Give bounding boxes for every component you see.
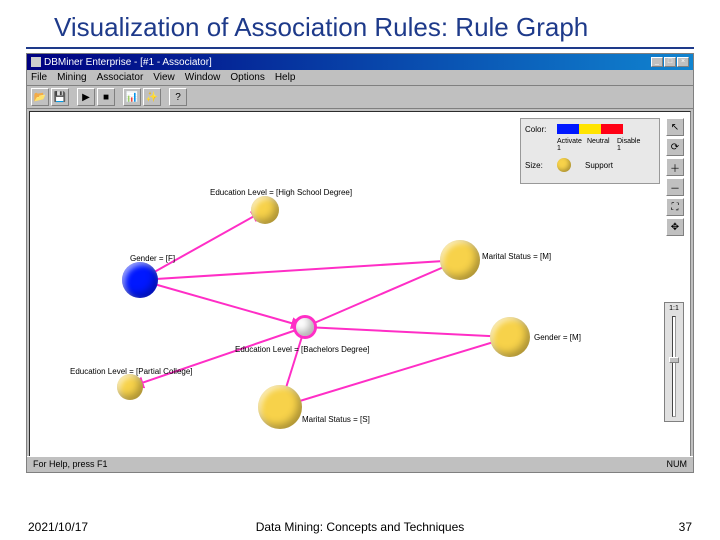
edge bbox=[130, 327, 305, 387]
node-label: Education Level = [Bachelors Degree] bbox=[235, 345, 370, 354]
status-bar: For Help, press F1 NUM bbox=[27, 456, 693, 472]
zoom-out-icon[interactable]: － bbox=[666, 178, 684, 196]
save-icon[interactable]: 💾 bbox=[51, 88, 69, 106]
rotate-icon[interactable]: ⟳ bbox=[666, 138, 684, 156]
node-marital_s[interactable] bbox=[258, 385, 302, 429]
wizard-icon[interactable]: ✨ bbox=[143, 88, 161, 106]
node-label: Education Level = [High School Degree] bbox=[210, 188, 352, 197]
node-label: Marital Status = [S] bbox=[302, 415, 370, 424]
window-controls: _ □ × bbox=[651, 57, 689, 67]
graph-canvas[interactable]: Color: Activate 1NeutralDisable 1 Size: … bbox=[29, 111, 691, 463]
node-marital_m[interactable] bbox=[440, 240, 480, 280]
edge bbox=[140, 280, 305, 327]
menu-file[interactable]: File bbox=[31, 72, 47, 83]
stop-icon[interactable]: ■ bbox=[97, 88, 115, 106]
toolbar-separator bbox=[117, 88, 121, 106]
chart-icon[interactable]: 📊 bbox=[123, 88, 141, 106]
run-icon[interactable]: ▶ bbox=[77, 88, 95, 106]
menu-mining[interactable]: Mining bbox=[57, 72, 86, 83]
zoom-slider[interactable]: 1:1 bbox=[664, 302, 684, 422]
legend-entry-label: Disable 1 bbox=[617, 138, 643, 152]
legend-swatch bbox=[579, 124, 601, 134]
legend-entry-label: Neutral bbox=[587, 138, 613, 152]
node-center[interactable] bbox=[293, 315, 317, 339]
minimize-button[interactable]: _ bbox=[651, 57, 663, 67]
footer-source: Data Mining: Concepts and Techniques bbox=[0, 520, 720, 534]
legend-size-swatch bbox=[557, 158, 571, 172]
menu-help[interactable]: Help bbox=[275, 72, 296, 83]
slide-footer: 2021/10/17 Data Mining: Concepts and Tec… bbox=[0, 520, 720, 534]
node-label: Gender = [M] bbox=[534, 333, 581, 342]
zoom-in-icon[interactable]: ＋ bbox=[666, 158, 684, 176]
toolbar-separator bbox=[163, 88, 167, 106]
slide-title: Visualization of Association Rules: Rule… bbox=[26, 0, 694, 49]
app-window: DBMiner Enterprise - [#1 - Associator] _… bbox=[26, 53, 694, 473]
close-button[interactable]: × bbox=[677, 57, 689, 67]
main-toolbar: 📂💾 ▶■ 📊✨? bbox=[27, 86, 693, 109]
node-label: Marital Status = [M] bbox=[482, 252, 551, 261]
node-edu_hs[interactable] bbox=[251, 196, 279, 224]
fit-icon[interactable]: ⛶ bbox=[666, 198, 684, 216]
menu-bar: File Mining Associator View Window Options Hel… bbox=[27, 70, 693, 86]
node-label: Gender = [F] bbox=[130, 254, 175, 263]
node-gender_m[interactable] bbox=[490, 317, 530, 357]
open-icon[interactable]: 📂 bbox=[31, 88, 49, 106]
menu-associator[interactable]: Associator bbox=[97, 72, 144, 83]
legend: Color: Activate 1NeutralDisable 1 Size: … bbox=[520, 118, 660, 184]
legend-swatch bbox=[601, 124, 623, 134]
window-title: DBMiner Enterprise - [#1 - Associator] bbox=[44, 57, 212, 68]
edge bbox=[305, 260, 460, 327]
zoom-thumb[interactable] bbox=[669, 357, 679, 363]
legend-swatch bbox=[557, 124, 579, 134]
status-right: NUM bbox=[667, 459, 688, 470]
menu-options[interactable]: Options bbox=[230, 72, 264, 83]
node-edu_partial[interactable] bbox=[117, 374, 143, 400]
zoom-label: 1:1 bbox=[669, 305, 679, 312]
pointer-icon[interactable]: ↖ bbox=[666, 118, 684, 136]
side-toolbar: ↖ ⟳ ＋ － ⛶ ✥ bbox=[666, 118, 684, 236]
app-icon bbox=[31, 57, 41, 67]
legend-size-entry: Support bbox=[585, 161, 613, 170]
zoom-track[interactable] bbox=[672, 316, 676, 417]
menu-view[interactable]: View bbox=[153, 72, 175, 83]
edge bbox=[140, 260, 460, 280]
node-label: Education Level = [Partial College] bbox=[70, 367, 193, 376]
legend-color-label: Color: bbox=[525, 125, 553, 134]
legend-entry-label: Activate 1 bbox=[557, 138, 583, 152]
node-gender_f[interactable] bbox=[122, 262, 158, 298]
edge bbox=[305, 327, 510, 337]
toolbar-separator bbox=[71, 88, 75, 106]
status-left: For Help, press F1 bbox=[33, 459, 108, 470]
pan-icon[interactable]: ✥ bbox=[666, 218, 684, 236]
maximize-button[interactable]: □ bbox=[664, 57, 676, 67]
help-icon[interactable]: ? bbox=[169, 88, 187, 106]
title-bar: DBMiner Enterprise - [#1 - Associator] _… bbox=[27, 54, 693, 70]
edge bbox=[140, 210, 265, 280]
legend-size-label: Size: bbox=[525, 161, 553, 170]
menu-window[interactable]: Window bbox=[185, 72, 221, 83]
